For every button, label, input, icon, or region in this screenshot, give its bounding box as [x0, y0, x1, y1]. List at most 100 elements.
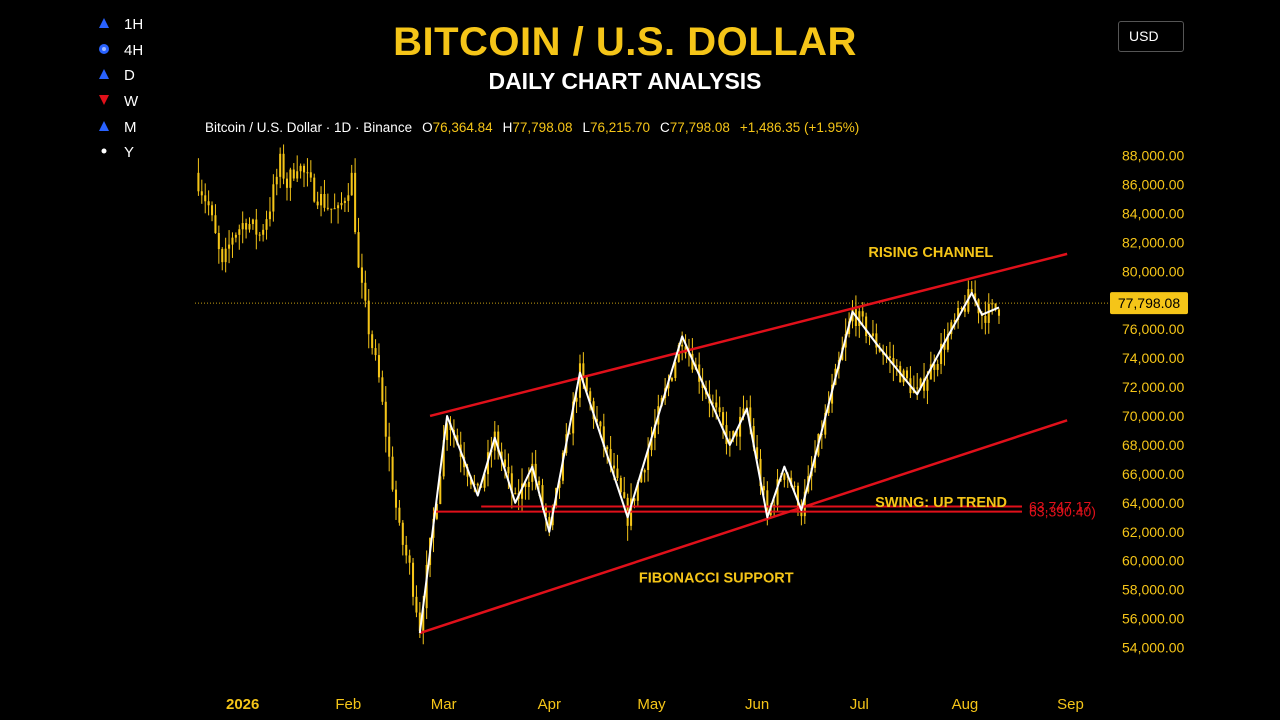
annotation-label: FIBONACCI SUPPORT [639, 570, 794, 586]
price-tag-label: 77,798.08 [1118, 295, 1180, 311]
channel-upper-line [429, 252, 1068, 418]
candle [991, 299, 994, 315]
candle-body [388, 436, 391, 457]
currency-button[interactable]: USD [1118, 21, 1184, 52]
candle-body [997, 309, 1001, 316]
symbol-name: Bitcoin / U.S. Dollar · 1D · Binance [205, 120, 413, 135]
timeframe-item-m[interactable]: M [98, 114, 143, 140]
candle-body [500, 451, 503, 460]
candle-body [323, 194, 326, 208]
candle [262, 224, 265, 242]
timeframe-item-y[interactable]: Y [98, 140, 143, 166]
timeframe-item-4h[interactable]: 4H [98, 38, 143, 64]
candle [285, 172, 289, 201]
low-value: 76,215.70 [589, 120, 651, 135]
candle [415, 585, 418, 618]
candle [248, 217, 251, 233]
candle [320, 186, 323, 217]
candle-body [374, 348, 377, 356]
candle [759, 449, 762, 495]
candle [221, 247, 224, 271]
candle [211, 201, 214, 222]
candle-body [558, 480, 561, 488]
candle [718, 396, 721, 417]
candle [905, 366, 909, 383]
candle [405, 535, 408, 564]
candle-body [592, 401, 595, 419]
candle-body [367, 300, 370, 335]
high-label: H [502, 120, 513, 135]
candle-body [589, 391, 592, 402]
candle [381, 370, 384, 405]
candle [197, 158, 200, 196]
candle-body [316, 201, 319, 206]
candle [296, 155, 299, 183]
candle [279, 147, 282, 189]
candle [299, 163, 302, 179]
close-value: 77,798.08 [669, 120, 730, 135]
candle-body [309, 172, 312, 178]
candle-body [623, 492, 626, 498]
candle [773, 499, 776, 516]
candle-body [524, 483, 527, 488]
candle [323, 179, 326, 212]
candle-body [275, 176, 278, 185]
candle [316, 191, 319, 210]
y-tick-label: 88,000.00 [1122, 147, 1184, 163]
candle-body [466, 467, 469, 477]
high-value: 77,798.08 [512, 120, 573, 135]
x-axis: 2026 Feb Mar Apr May Jun Jul Aug Sep [226, 696, 1084, 713]
candle [725, 411, 728, 455]
chart-title: BITCOIN / U.S. DOLLAR [393, 20, 857, 64]
candle-body [214, 215, 217, 234]
candle-body [991, 303, 994, 305]
candle [388, 422, 391, 472]
candle-body [483, 474, 486, 488]
candle-body [960, 307, 963, 309]
candle-body [330, 208, 333, 210]
y-tick-label: 82,000.00 [1122, 234, 1184, 250]
annotation-label: SWING: UP TREND [875, 495, 1007, 511]
candle-body [984, 315, 987, 323]
candle-body [398, 507, 401, 523]
candle-body [718, 407, 721, 413]
candle-body [749, 407, 752, 427]
ohlc-legend: Bitcoin / U.S. Dollar · 1D · Binance O 76,… [205, 120, 859, 135]
candle-body [803, 491, 806, 517]
candle [888, 341, 891, 374]
candle-body [255, 219, 258, 235]
candle-body [299, 165, 302, 172]
candle-body [943, 343, 946, 350]
candle-body [946, 333, 949, 350]
candle [347, 183, 350, 213]
candle-body [776, 479, 779, 505]
timeframe-item-1h[interactable]: 1H [98, 12, 143, 38]
candle-body [514, 493, 517, 495]
x-tick-label: Apr [538, 696, 561, 713]
candle [647, 437, 650, 482]
candle-body [258, 234, 261, 236]
candle [936, 359, 939, 377]
candle [933, 354, 936, 382]
candle-body [364, 282, 367, 301]
candle-body [360, 267, 363, 283]
dot-icon [98, 144, 124, 161]
candle [909, 366, 912, 398]
candle [200, 179, 203, 204]
timeframe-item-d[interactable]: D [98, 63, 143, 89]
candle-body [527, 481, 530, 488]
candle-body [572, 401, 575, 434]
candle [762, 477, 765, 496]
candle [987, 293, 990, 334]
candle-body [728, 438, 731, 444]
candle [282, 144, 285, 185]
candle [241, 211, 244, 244]
triangle-up-icon [98, 16, 124, 33]
candle [997, 308, 1001, 324]
candle [531, 452, 534, 491]
candle [412, 557, 415, 606]
open-label: O [422, 120, 433, 135]
timeframe-item-w[interactable]: W [98, 89, 143, 115]
candle-body [769, 505, 772, 516]
